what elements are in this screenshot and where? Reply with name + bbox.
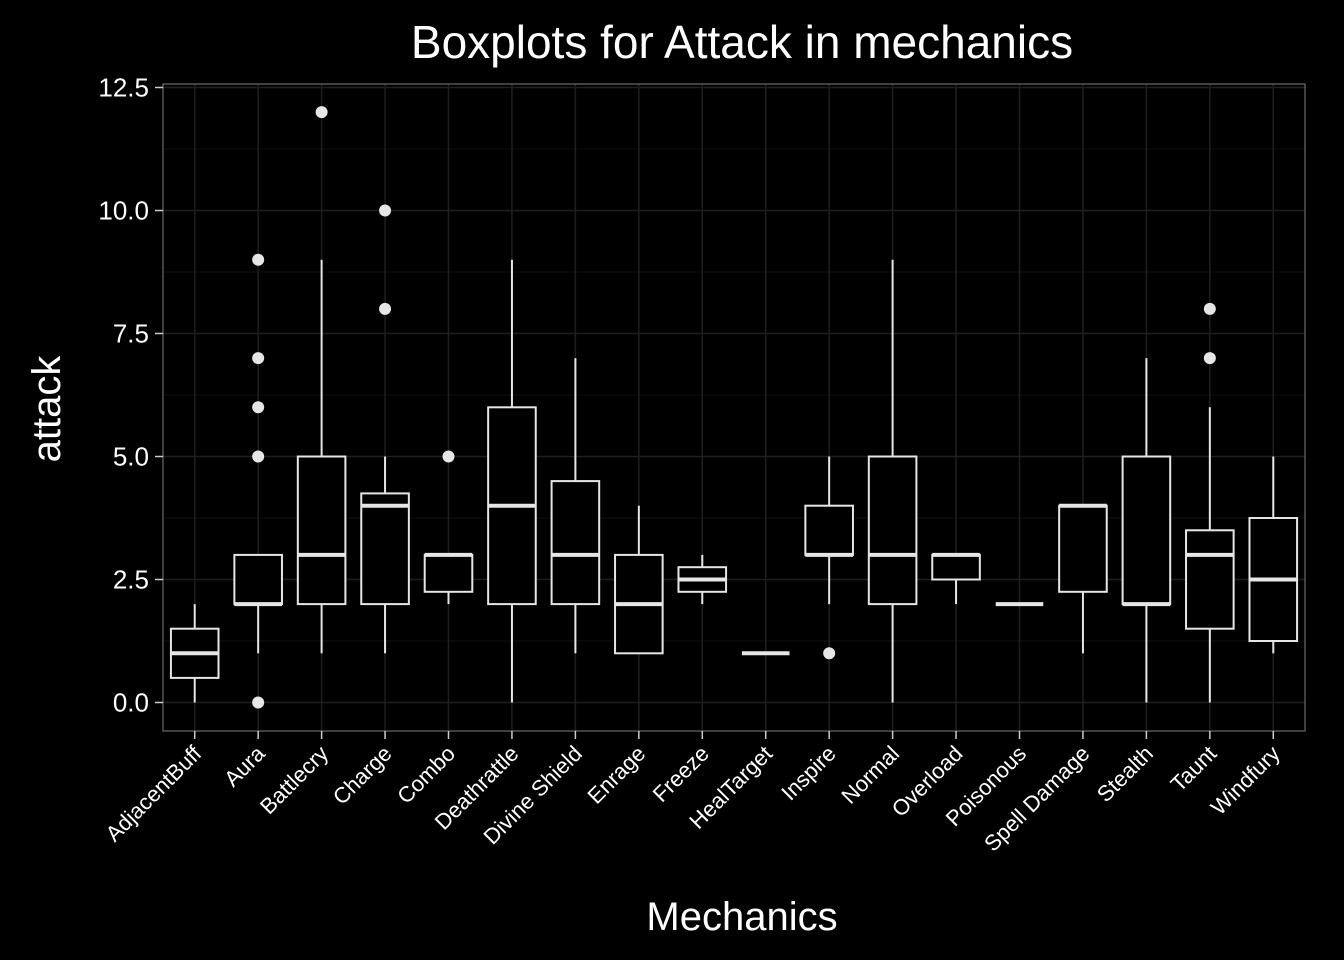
outlier-point <box>252 253 265 266</box>
y-tick-label: 10.0 <box>98 196 149 226</box>
box-deathrattle <box>487 259 537 703</box>
box-spell-damage <box>1058 503 1108 654</box>
box-iqr <box>423 553 474 593</box>
y-tick-label: 12.5 <box>98 73 149 103</box>
outlier-point <box>379 302 392 315</box>
box-aura <box>233 253 283 709</box>
outlier-point <box>252 401 265 414</box>
outlier-point <box>252 450 265 463</box>
box-iqr <box>360 492 410 606</box>
chart-title: Boxplots for Attack in mechanics <box>411 16 1073 68</box>
box-iqr <box>550 480 601 606</box>
outlier-point <box>315 106 328 119</box>
outlier-point <box>1203 302 1216 315</box>
box-series <box>169 106 1299 709</box>
box-freeze <box>677 554 728 605</box>
box-iqr <box>804 504 854 556</box>
box-combo <box>423 450 474 605</box>
box-iqr <box>233 553 283 606</box>
box-enrage <box>614 505 664 655</box>
outlier-point <box>252 696 265 709</box>
outlier-point <box>379 204 392 217</box>
box-iqr <box>296 455 347 606</box>
box-iqr <box>1185 529 1235 630</box>
box-battlecry <box>296 106 347 654</box>
y-tick-label: 7.5 <box>113 319 149 349</box>
box-iqr <box>1058 504 1108 593</box>
box-inspire <box>804 456 854 660</box>
box-charge <box>360 204 410 654</box>
box-windfury <box>1248 456 1299 654</box>
outlier-point <box>823 647 836 660</box>
y-tick-label: 2.5 <box>113 565 149 595</box>
box-taunt <box>1185 302 1235 703</box>
y-axis: 0.0 2.5 5.0 7.5 10.0 12.5 <box>98 73 163 718</box>
box-iqr <box>1121 455 1172 606</box>
box-stealth <box>1121 358 1172 703</box>
outlier-point <box>442 450 455 463</box>
box-iqr <box>931 553 981 581</box>
grid-lines <box>163 84 1305 731</box>
box-adjacentbuff <box>169 604 220 703</box>
x-axis-title: Mechanics <box>646 895 837 939</box>
outlier-point <box>1203 352 1216 365</box>
outlier-point <box>252 352 265 365</box>
y-axis-title: attack <box>25 355 69 463</box>
box-iqr <box>867 455 918 606</box>
y-tick-label: 0.0 <box>113 688 149 718</box>
box-overload <box>931 552 981 605</box>
y-tick-label: 5.0 <box>113 442 149 472</box>
box-divine-shield <box>550 358 601 654</box>
panel-border <box>162 83 1306 732</box>
box-normal <box>867 259 918 703</box>
